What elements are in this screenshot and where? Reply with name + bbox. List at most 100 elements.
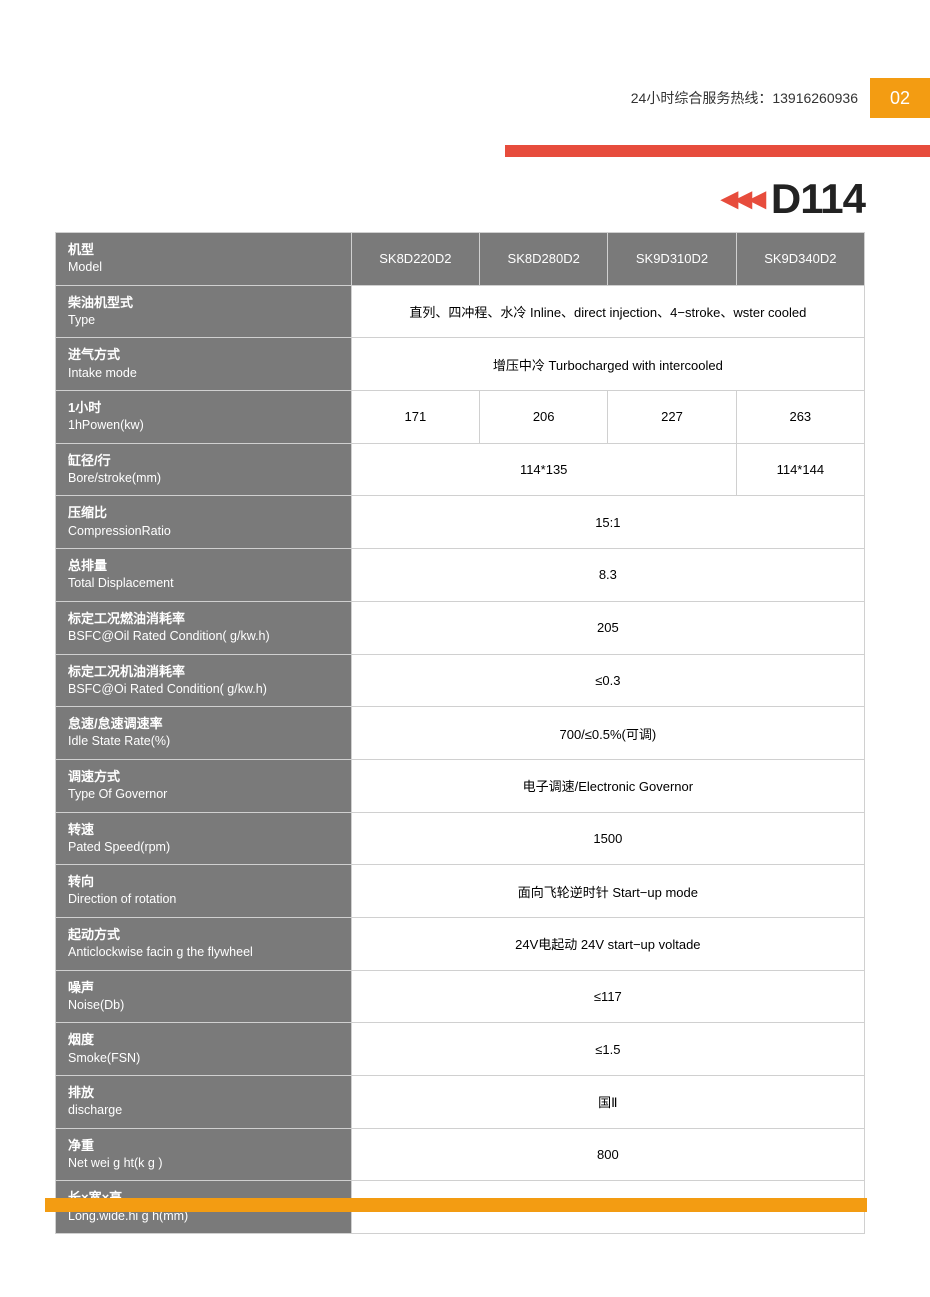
- table-row: 标定工况机油消耗率BSFC@Oi Rated Condition( g/kw.h…: [56, 654, 865, 707]
- table-row: 排放discharge国Ⅱ: [56, 1076, 865, 1129]
- model-col-0: SK8D220D2: [351, 233, 479, 286]
- row-value: 8.3: [351, 549, 864, 602]
- label-en: discharge: [68, 1102, 339, 1120]
- row-value: 直列、四冲程、水冷 Inline、direct injection、4−stro…: [351, 285, 864, 338]
- row-label: 净重Net wei g ht(k g ): [56, 1128, 352, 1181]
- label-cn: 转速: [68, 821, 339, 839]
- row-value: 227: [608, 391, 736, 444]
- row-value: 24V电起动 24V start−up voltade: [351, 917, 864, 970]
- table-row: 1小时1hPowen(kw)171206227263: [56, 391, 865, 444]
- row-value: ≤117: [351, 970, 864, 1023]
- label-cn: 怠速/怠速调速率: [68, 715, 339, 733]
- label-en: Smoke(FSN): [68, 1050, 339, 1068]
- row-label: 总排量Total Displacement: [56, 549, 352, 602]
- row-value: 电子调速/Electronic Governor: [351, 759, 864, 812]
- row-label: 烟度Smoke(FSN): [56, 1023, 352, 1076]
- label-cn: 净重: [68, 1137, 339, 1155]
- label-cn: 总排量: [68, 557, 339, 575]
- row-label: 压缩比CompressionRatio: [56, 496, 352, 549]
- row-label: 标定工况机油消耗率BSFC@Oi Rated Condition( g/kw.h…: [56, 654, 352, 707]
- label-en: BSFC@Oi Rated Condition( g/kw.h): [68, 681, 339, 699]
- row-label: 缸径/行Bore/stroke(mm): [56, 443, 352, 496]
- row-value: 263: [736, 391, 864, 444]
- label-cn: 排放: [68, 1084, 339, 1102]
- row-value: 15:1: [351, 496, 864, 549]
- row-value: 114*135: [351, 443, 736, 496]
- label-cn: 压缩比: [68, 504, 339, 522]
- label-en: Model: [68, 259, 339, 277]
- row-value: ≤0.3: [351, 654, 864, 707]
- page-number: 02: [890, 88, 910, 109]
- label-cn: 起动方式: [68, 926, 339, 944]
- row-value: 206: [480, 391, 608, 444]
- label-cn: 转向: [68, 873, 339, 891]
- table-row: 烟度Smoke(FSN)≤1.5: [56, 1023, 865, 1076]
- row-value: 205: [351, 601, 864, 654]
- label-cn: 1小时: [68, 399, 339, 417]
- label-en: Direction of rotation: [68, 891, 339, 909]
- label-en: Pated Speed(rpm): [68, 839, 339, 857]
- row-label: 噪声Noise(Db): [56, 970, 352, 1023]
- page-number-box: 02: [870, 78, 930, 118]
- row-label: 进气方式Intake mode: [56, 338, 352, 391]
- label-cn: 标定工况机油消耗率: [68, 663, 339, 681]
- model-col-2: SK9D310D2: [608, 233, 736, 286]
- table-row: 柴油机型式Type直列、四冲程、水冷 Inline、direct injecti…: [56, 285, 865, 338]
- row-value: 800: [351, 1128, 864, 1181]
- label-en: Intake mode: [68, 365, 339, 383]
- label-en: 1hPowen(kw): [68, 417, 339, 435]
- row-value: 171: [351, 391, 479, 444]
- label-cn: 柴油机型式: [68, 294, 339, 312]
- label-cn: 调速方式: [68, 768, 339, 786]
- red-accent-bar: [505, 145, 930, 157]
- table-row: 缸径/行Bore/stroke(mm)114*135114*144: [56, 443, 865, 496]
- table-header-row: 机型 Model SK8D220D2 SK8D280D2 SK9D310D2 S…: [56, 233, 865, 286]
- row-value: 增压中冷 Turbocharged with intercooled: [351, 338, 864, 391]
- label-cn: 噪声: [68, 979, 339, 997]
- row-label: 排放discharge: [56, 1076, 352, 1129]
- label-cn: 进气方式: [68, 346, 339, 364]
- hotline-text: 24小时综合服务热线：13916260936: [631, 88, 870, 108]
- row-value: 114*144: [736, 443, 864, 496]
- row-label: 怠速/怠速调速率Idle State Rate(%): [56, 707, 352, 760]
- table-row: 转向Direction of rotation面向飞轮逆时针 Start−up …: [56, 865, 865, 918]
- label-en: Total Displacement: [68, 575, 339, 593]
- label-en: CompressionRatio: [68, 523, 339, 541]
- label-en: Type: [68, 312, 339, 330]
- row-value: 1500: [351, 812, 864, 865]
- model-series-title: D114: [771, 175, 865, 223]
- model-col-1: SK8D280D2: [480, 233, 608, 286]
- spec-table: 机型 Model SK8D220D2 SK8D280D2 SK9D310D2 S…: [55, 232, 865, 1234]
- table-row: 压缩比CompressionRatio15:1: [56, 496, 865, 549]
- row-value: 面向飞轮逆时针 Start−up mode: [351, 865, 864, 918]
- row-label: 转速Pated Speed(rpm): [56, 812, 352, 865]
- table-row: 调速方式Type Of Governor电子调速/Electronic Gove…: [56, 759, 865, 812]
- row-label: 柴油机型式Type: [56, 285, 352, 338]
- label-en: Idle State Rate(%): [68, 733, 339, 751]
- row-value: 700/≤0.5%(可调): [351, 707, 864, 760]
- table-row: 怠速/怠速调速率Idle State Rate(%)700/≤0.5%(可调): [56, 707, 865, 760]
- table-row: 噪声Noise(Db)≤117: [56, 970, 865, 1023]
- table-row: 净重Net wei g ht(k g )800: [56, 1128, 865, 1181]
- label-cn: 烟度: [68, 1031, 339, 1049]
- row-label: 1小时1hPowen(kw): [56, 391, 352, 444]
- label-en: Noise(Db): [68, 997, 339, 1015]
- table-row: 总排量Total Displacement8.3: [56, 549, 865, 602]
- label-en: Anticlockwise facin g the flywheel: [68, 944, 339, 962]
- table-row: 标定工况燃油消耗率BSFC@Oil Rated Condition( g/kw.…: [56, 601, 865, 654]
- row-value: 国Ⅱ: [351, 1076, 864, 1129]
- table-row: 起动方式Anticlockwise facin g the flywheel24…: [56, 917, 865, 970]
- table-row: 转速Pated Speed(rpm)1500: [56, 812, 865, 865]
- row-label: 调速方式Type Of Governor: [56, 759, 352, 812]
- row-label: 起动方式Anticlockwise facin g the flywheel: [56, 917, 352, 970]
- row-label: 转向Direction of rotation: [56, 865, 352, 918]
- title-row: ◀◀◀ D114: [721, 175, 865, 223]
- row-value: ≤1.5: [351, 1023, 864, 1076]
- model-col-3: SK9D340D2: [736, 233, 864, 286]
- row-label: 标定工况燃油消耗率BSFC@Oil Rated Condition( g/kw.…: [56, 601, 352, 654]
- label-en: Net wei g ht(k g ): [68, 1155, 339, 1173]
- label-en: Type Of Governor: [68, 786, 339, 804]
- footer-accent-bar: [45, 1198, 867, 1212]
- header-bar: 24小时综合服务热线：13916260936 02: [631, 78, 930, 118]
- model-label-cell: 机型 Model: [56, 233, 352, 286]
